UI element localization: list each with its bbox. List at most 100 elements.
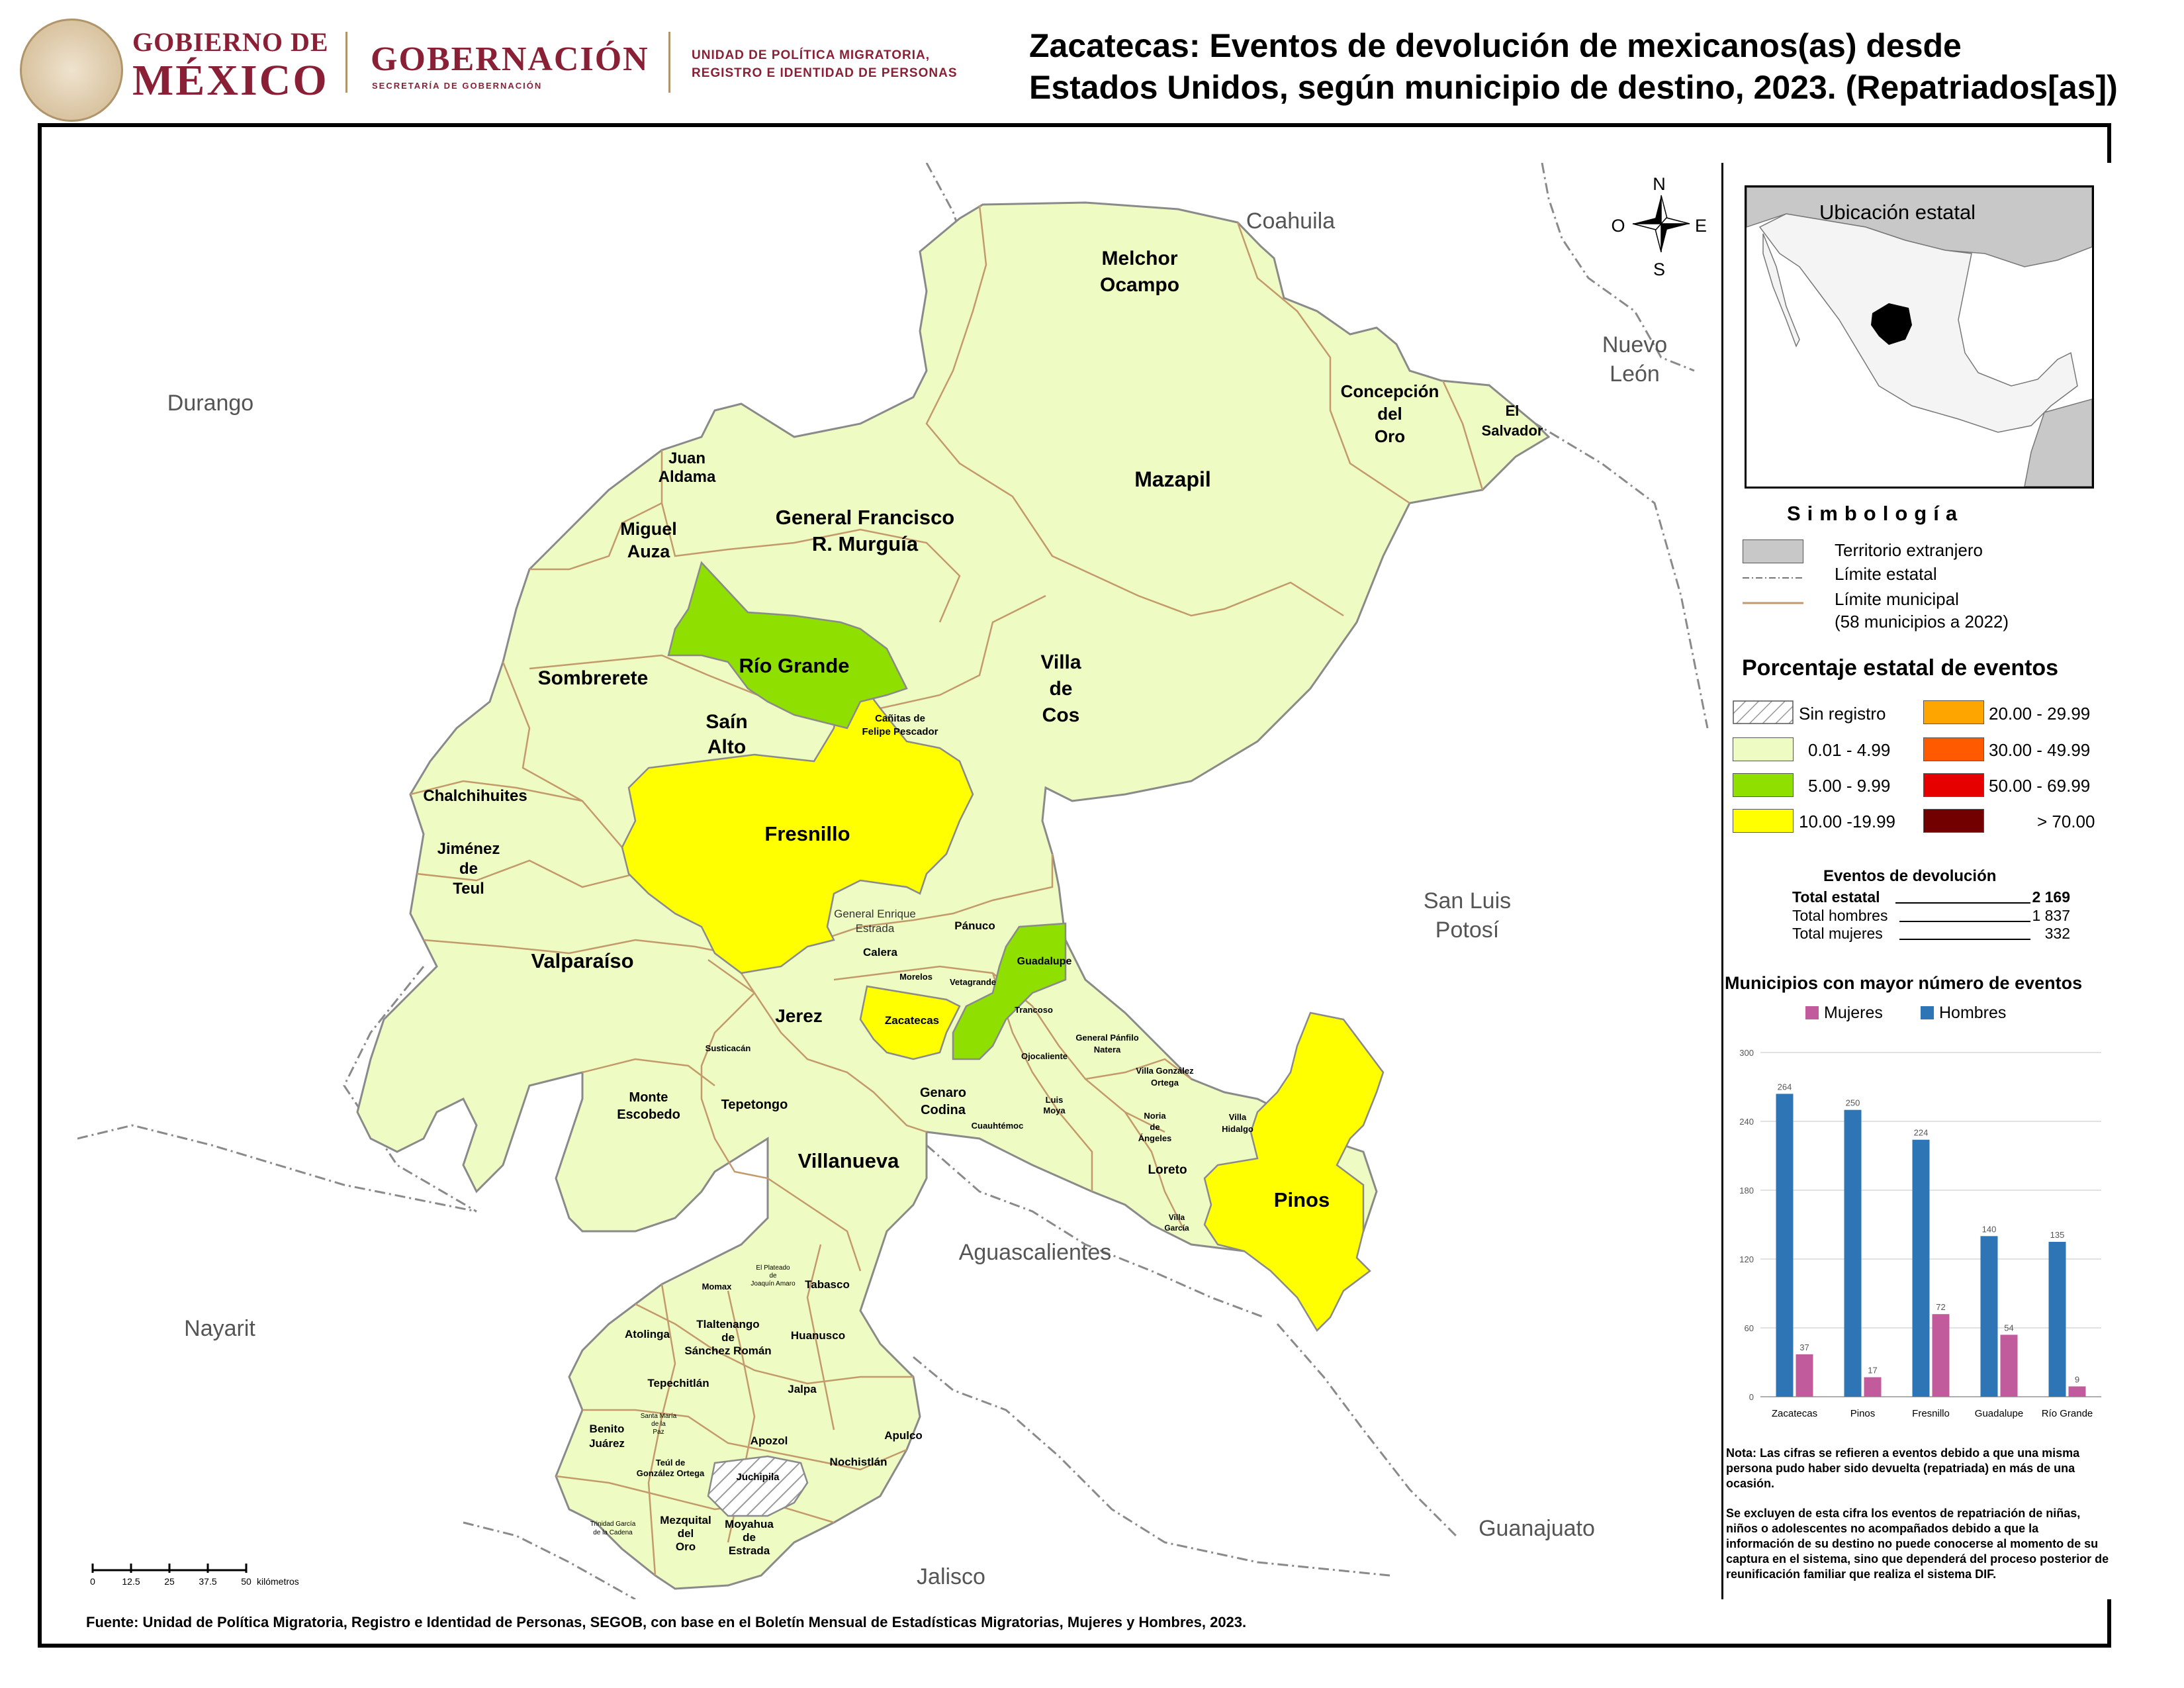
mexico-inset-map <box>1747 187 2092 487</box>
y-tick-label: 240 <box>1739 1117 1754 1127</box>
label-monte-escobedo-1: Monte <box>629 1090 668 1105</box>
label-tabasco: Tabasco <box>805 1278 850 1291</box>
label-moyahua-2: de <box>743 1531 756 1544</box>
municipio-pinos[interactable] <box>1203 1011 1385 1333</box>
label-apozol: Apozol <box>751 1434 788 1447</box>
total-mujeres-value: 332 <box>2044 925 2070 942</box>
label-valparaiso: Valparaíso <box>531 949 633 972</box>
total-estatal-label: Total estatal <box>1792 888 1880 906</box>
label-jimenez-3: Teul <box>453 880 484 898</box>
legend-line-estatal <box>1743 577 1803 579</box>
legend-swatch-5 <box>1923 737 1984 761</box>
label-villa-garcia-2: García <box>1164 1223 1189 1233</box>
compass-o: O <box>1611 216 1625 236</box>
legend-swatch-7 <box>1923 809 1984 833</box>
legend-class-0: Sin registro <box>1799 704 1886 724</box>
bar-hombres <box>1912 1139 1930 1397</box>
label-noria-1: Noria <box>1144 1111 1166 1121</box>
label-miguel-auza-2: Auza <box>627 541 670 561</box>
label-chalchihuites: Chalchihuites <box>423 787 527 805</box>
label-trancoso: Trancoso <box>1015 1005 1053 1015</box>
label-moyahua-3: Estrada <box>729 1544 770 1557</box>
label-santa-maria-3: Paz <box>653 1429 664 1436</box>
title-line-2: Estados Unidos, según municipio de desti… <box>1029 69 2118 106</box>
municipio-juchipila[interactable] <box>707 1455 809 1517</box>
data-label-hombres: 140 <box>1982 1224 1997 1234</box>
label-rio-grande: Río Grande <box>739 654 849 677</box>
label-santa-maria-2: de la <box>651 1421 666 1428</box>
total-mujeres-label: Total mujeres <box>1792 925 1883 942</box>
label-sombrerete: Sombrerete <box>538 667 649 689</box>
label-villa-hidalgo-2: Hidalgo <box>1222 1124 1253 1134</box>
location-inset: Ubicación estatal <box>1745 185 2094 489</box>
municipio-guadalupe[interactable] <box>952 922 1067 1060</box>
scale-tick-3: 37.5 <box>199 1576 216 1587</box>
bar-mujeres <box>1796 1354 1813 1397</box>
label-vetagrande: Vetagrande <box>950 977 996 987</box>
label-ojocaliente: Ojocaliente <box>1021 1051 1068 1061</box>
national-seal-logo <box>20 19 123 122</box>
y-tick-label: 0 <box>1749 1392 1754 1402</box>
label-monte-escobedo-2: Escobedo <box>617 1107 680 1122</box>
compass-rose-icon: N S E O <box>1611 174 1707 279</box>
legend-swatch-3 <box>1733 809 1794 833</box>
label-tepetongo: Tepetongo <box>721 1098 788 1112</box>
legend-swatch-0 <box>1733 700 1794 724</box>
scale-tick-4: 50 <box>241 1576 251 1587</box>
label-concepcion-1: Concepción <box>1341 381 1439 401</box>
label-huanusco: Huanusco <box>791 1329 845 1342</box>
unidad-line-1: UNIDAD DE POLÍTICA MIGRATORIA, <box>692 48 931 62</box>
label-genaro-codina-1: Genaro <box>920 1086 966 1100</box>
label-villa-gonzalez-2: Ortega <box>1151 1078 1179 1088</box>
label-villanueva: Villanueva <box>798 1149 900 1172</box>
label-concepcion-3: Oro <box>1375 426 1405 446</box>
legend-hombres: Hombres <box>1939 1004 2006 1022</box>
label-sain-alto-1: Saín <box>705 711 747 733</box>
y-tick-label: 300 <box>1739 1048 1754 1058</box>
zacatecas-map: Coahuila Durango Nuevo León San Luis Pot… <box>77 163 1721 1599</box>
label-enrique-estrada-2: Estrada <box>856 922 895 935</box>
label-nochistlan: Nochistlán <box>830 1456 887 1468</box>
note-2: Se excluyen de esta cifra los eventos de… <box>1726 1507 2109 1581</box>
bar-mujeres <box>2068 1386 2086 1397</box>
total-hombres-value: 1 837 <box>2032 907 2070 924</box>
label-juan-aldama-1: Juan <box>668 449 705 467</box>
label-juchipila: Juchipila <box>736 1472 780 1483</box>
legend-hombres-swatch <box>1921 1006 1934 1019</box>
label-loreto: Loreto <box>1148 1163 1187 1177</box>
y-tick-label: 60 <box>1745 1323 1754 1333</box>
scale-tick-1: 12.5 <box>122 1576 140 1587</box>
label-atolinga: Atolinga <box>625 1328 670 1340</box>
category-label: Pinos <box>1850 1408 1876 1419</box>
inset-title: Ubicación estatal <box>1819 201 1976 224</box>
label-villa-hidalgo-1: Villa <box>1229 1112 1247 1122</box>
category-label: Río Grande <box>2042 1408 2093 1419</box>
label-susticacan: Susticacán <box>705 1043 751 1053</box>
legend-municipios-note: (58 municipios a 2022) <box>1835 612 2009 632</box>
compass-e: E <box>1695 216 1707 236</box>
label-el-plateado-2: de <box>769 1272 777 1280</box>
legend-class-7: > 70.00 <box>2037 812 2095 831</box>
unidad-text: UNIDAD DE POLÍTICA MIGRATORIA, REGISTRO … <box>692 46 958 82</box>
legend-limite-estatal: Límite estatal <box>1835 564 1937 584</box>
label-san-luis-2: Potosí <box>1435 917 1500 943</box>
label-guanajuato: Guanajuato <box>1479 1516 1595 1541</box>
label-canitas-2: Felipe Pescador <box>862 726 938 737</box>
municipio-zacatecas[interactable] <box>859 985 961 1060</box>
total-mujeres-row: Total mujeres 332 <box>1792 925 2070 943</box>
legend-mujeres: Mujeres <box>1824 1004 1883 1022</box>
title-line-1: Zacatecas: Eventos de devolución de mexi… <box>1029 27 1962 64</box>
label-benito-juarez-2: Juárez <box>589 1437 625 1450</box>
label-calera: Calera <box>863 946 898 959</box>
label-jalisco: Jalisco <box>917 1564 985 1589</box>
label-zacatecas: Zacatecas <box>885 1014 939 1027</box>
label-mezquital-3: Oro <box>676 1540 696 1553</box>
label-noria-3: Ángeles <box>1138 1133 1172 1143</box>
municipio-labels: Melchor Ocampo Concepción del Oro El Sal… <box>423 248 1543 1557</box>
bar-mujeres <box>2000 1335 2018 1397</box>
legend-class-1: 0.01 - 4.99 <box>1808 740 1891 760</box>
municipio-rio-grande[interactable] <box>667 561 908 729</box>
data-label-hombres: 135 <box>2050 1230 2065 1240</box>
label-aguascalientes: Aguascalientes <box>959 1240 1112 1265</box>
label-trinidad-2: de la Cadena <box>593 1529 633 1536</box>
